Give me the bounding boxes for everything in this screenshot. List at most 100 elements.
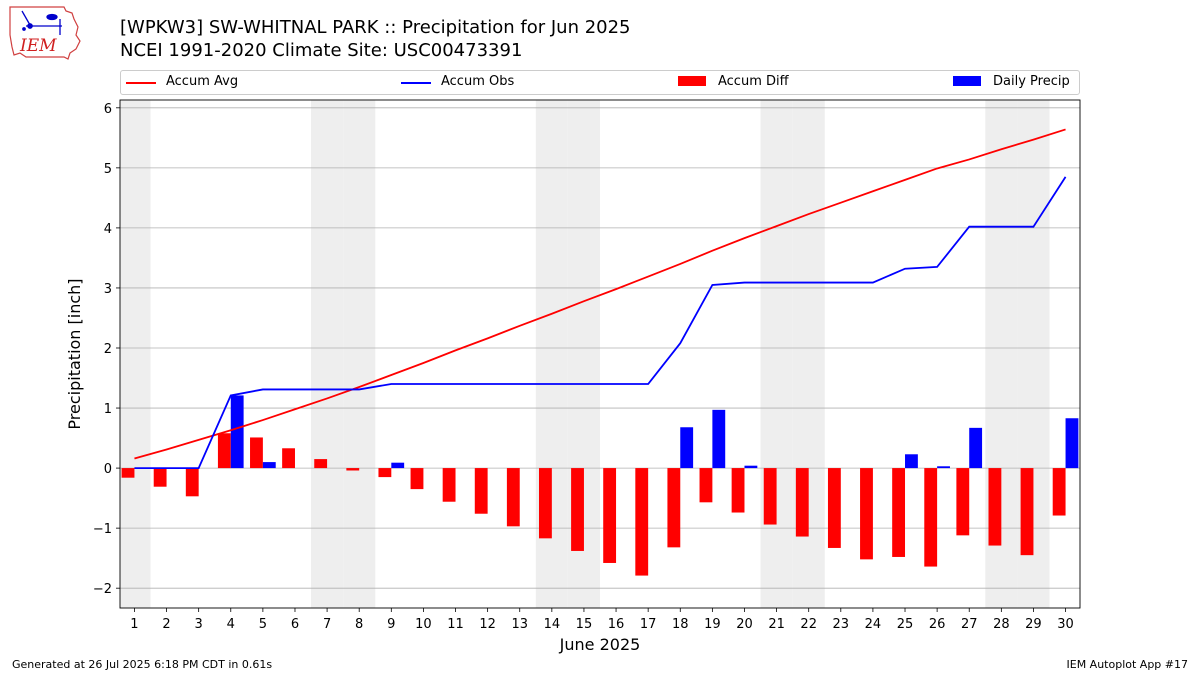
x-tick-label: 24 xyxy=(865,617,882,632)
x-tick-label: 25 xyxy=(897,617,914,632)
accum-diff-bar xyxy=(346,468,360,471)
x-tick-label: 11 xyxy=(447,617,464,632)
weekend-shade xyxy=(120,100,151,608)
x-tick-label: 7 xyxy=(323,617,331,632)
chart-title: [WPKW3] SW-WHITNAL PARK :: Precipitation… xyxy=(120,17,631,38)
accum-diff-bar xyxy=(860,468,873,560)
x-tick-label: 21 xyxy=(768,617,785,632)
accum-diff-bar xyxy=(988,468,1002,546)
x-tick-label: 12 xyxy=(479,617,496,632)
daily-precip-bar xyxy=(937,466,950,469)
x-tick-label: 10 xyxy=(415,617,432,632)
legend-label: Daily Precip xyxy=(993,74,1070,89)
x-tick-label: 27 xyxy=(961,617,978,632)
legend-label: Accum Obs xyxy=(441,74,515,89)
x-axis-label: June 2025 xyxy=(559,635,641,654)
accum-diff-bar xyxy=(314,459,328,469)
x-tick-label: 28 xyxy=(993,617,1010,632)
accum-diff-bar xyxy=(924,468,938,567)
accum-diff-bar xyxy=(410,468,424,490)
x-tick-label: 15 xyxy=(576,617,593,632)
accum-diff-bar xyxy=(731,468,745,513)
x-tick-label: 9 xyxy=(387,617,395,632)
daily-precip-bar xyxy=(969,427,983,469)
logo-text: IEM xyxy=(19,36,57,56)
weekend-shade xyxy=(760,100,793,608)
accum-diff-bar xyxy=(827,468,841,548)
x-tick-label: 8 xyxy=(355,617,363,632)
daily-precip-bar xyxy=(391,462,405,469)
daily-precip-bar xyxy=(230,395,244,469)
x-tick-label: 3 xyxy=(195,617,203,632)
y-tick-label: −2 xyxy=(93,582,112,597)
accum-diff-bar xyxy=(282,448,295,469)
accum-diff-bar xyxy=(121,468,135,478)
accum-diff-bar xyxy=(699,468,713,503)
x-tick-label: 17 xyxy=(640,617,657,632)
x-tick-label: 1 xyxy=(130,617,138,632)
accum-diff-bar xyxy=(667,468,681,548)
y-tick-label: 6 xyxy=(104,102,112,117)
daily-precip-bar xyxy=(680,427,694,469)
weekend-shade xyxy=(311,100,344,608)
plot-frame xyxy=(119,99,1081,609)
accum-diff-bar xyxy=(217,433,231,469)
accum-diff-bar xyxy=(1052,468,1066,516)
accum-diff-bar xyxy=(635,468,649,576)
accum-diff-bar xyxy=(185,468,199,497)
y-tick-label: −1 xyxy=(93,522,112,537)
x-tick-label: 23 xyxy=(833,617,850,632)
y-tick-label: 4 xyxy=(104,222,112,237)
x-tick-label: 29 xyxy=(1025,617,1042,632)
accum-diff-bar xyxy=(538,468,552,539)
x-tick-label: 30 xyxy=(1057,617,1074,632)
accum-diff-bar xyxy=(442,468,456,502)
daily-precip-bar xyxy=(905,454,918,469)
x-tick-label: 5 xyxy=(259,617,267,632)
x-tick-label: 6 xyxy=(291,617,299,632)
accum-diff-bar xyxy=(250,437,263,469)
y-tick-label: 3 xyxy=(104,282,112,297)
accum-diff-bar xyxy=(153,468,167,487)
iem-logo: IEM xyxy=(9,6,81,60)
x-tick-label: 14 xyxy=(544,617,561,632)
x-tick-label: 13 xyxy=(511,617,528,632)
x-tick-label: 16 xyxy=(608,617,625,632)
accum-avg-line xyxy=(134,128,1066,460)
y-tick-label: 1 xyxy=(104,402,112,417)
y-tick-label: 0 xyxy=(104,462,112,477)
accum-diff-bar xyxy=(378,468,392,478)
accum-diff-bar xyxy=(474,468,488,514)
x-tick-label: 26 xyxy=(929,617,946,632)
legend-swatch xyxy=(401,82,431,84)
accum-diff-bar xyxy=(506,468,520,527)
legend-swatch xyxy=(953,76,981,86)
footer-app: IEM Autoplot App #17 xyxy=(1066,658,1189,671)
legend-swatch xyxy=(126,82,156,84)
accum-diff-bar xyxy=(795,468,809,537)
accum-diff-bar xyxy=(1020,468,1034,556)
chart-subtitle: NCEI 1991-2020 Climate Site: USC00473391 xyxy=(120,40,523,61)
weekend-shade xyxy=(343,100,376,608)
x-tick-label: 20 xyxy=(736,617,753,632)
legend-label: Accum Diff xyxy=(718,74,789,89)
accum-diff-bar xyxy=(603,468,617,563)
x-tick-label: 19 xyxy=(704,617,721,632)
accum-diff-bar xyxy=(956,468,970,536)
y-tick-label: 5 xyxy=(104,162,112,177)
daily-precip-bar xyxy=(262,462,276,469)
x-tick-label: 4 xyxy=(227,617,235,632)
x-tick-label: 18 xyxy=(672,617,689,632)
daily-precip-bar xyxy=(1065,418,1079,469)
x-tick-label: 2 xyxy=(162,617,170,632)
accum-diff-bar xyxy=(763,468,777,525)
y-axis-label: Precipitation [inch] xyxy=(65,278,84,429)
accum-obs-line xyxy=(134,176,1067,469)
y-tick-label: 2 xyxy=(104,342,112,357)
legend-swatch xyxy=(678,76,706,86)
daily-precip-bar xyxy=(744,465,758,469)
x-tick-label: 22 xyxy=(800,617,817,632)
chart-legend: Accum Avg Accum Obs Accum Diff Daily Pre… xyxy=(120,70,1080,95)
legend-label: Accum Avg xyxy=(166,74,239,89)
